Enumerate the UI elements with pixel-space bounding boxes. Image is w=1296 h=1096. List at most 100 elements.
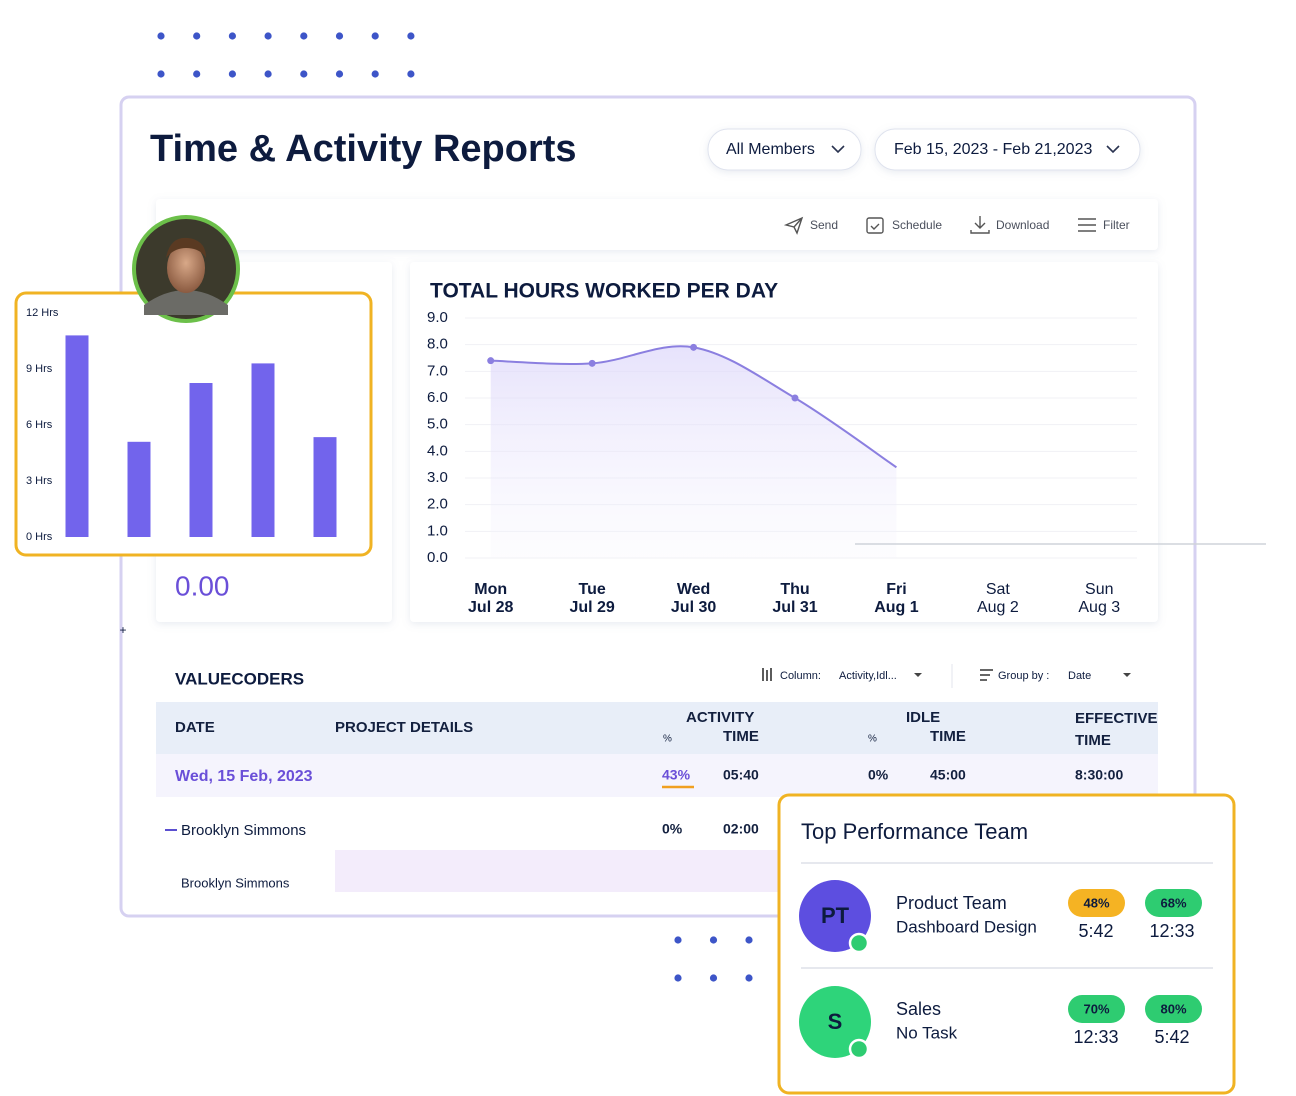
team-initials: PT bbox=[821, 903, 850, 928]
x-tick-date: Jul 30 bbox=[671, 599, 716, 616]
decor-dot bbox=[709, 974, 718, 982]
header-cell: TIME bbox=[1075, 732, 1111, 749]
x-tick-label: Sun bbox=[1085, 581, 1113, 598]
y-tick-label: 6.0 bbox=[427, 389, 448, 406]
bar bbox=[127, 441, 151, 537]
group-label: Group by : bbox=[998, 670, 1049, 682]
decor-dot bbox=[745, 974, 753, 982]
decor-dot bbox=[264, 32, 272, 40]
team-task: Dashboard Design bbox=[896, 917, 1037, 936]
x-tick-label: Wed bbox=[677, 581, 710, 598]
summary-value: 0.00 bbox=[175, 570, 230, 601]
table-title: VALUECODERS bbox=[175, 669, 304, 688]
cell: 0% bbox=[868, 767, 889, 783]
schedule-icon bbox=[870, 223, 880, 230]
decor-dot bbox=[674, 936, 682, 944]
decor-dot bbox=[228, 32, 236, 40]
x-tick-label: Mon bbox=[474, 581, 507, 598]
team-task: No Task bbox=[896, 1023, 958, 1042]
header-cell: TIME bbox=[930, 728, 966, 745]
caret bbox=[914, 673, 922, 677]
group-select[interactable]: Date bbox=[1068, 670, 1091, 682]
y-tick-label: 9 Hrs bbox=[26, 363, 53, 375]
decor-dot bbox=[193, 70, 201, 78]
avatar-shoulders bbox=[144, 290, 228, 315]
toolbar bbox=[156, 199, 1158, 250]
x-tick-label: Thu bbox=[780, 581, 809, 598]
team-name: Product Team bbox=[896, 893, 1007, 913]
status-dot bbox=[848, 932, 870, 954]
send-icon bbox=[783, 216, 804, 235]
cell: 8:30:00 bbox=[1075, 767, 1123, 783]
schedule-button[interactable]: Schedule bbox=[892, 218, 942, 232]
x-tick-date: Jul 31 bbox=[772, 599, 817, 616]
x-tick-date: Aug 1 bbox=[874, 599, 919, 616]
team-initials: S bbox=[828, 1009, 843, 1034]
decor-dots bbox=[157, 32, 753, 982]
date-range: Feb 15, 2023 - Feb 21,2023 bbox=[894, 141, 1092, 158]
bar bbox=[65, 335, 89, 537]
caret bbox=[1123, 673, 1131, 677]
line-point bbox=[791, 394, 799, 402]
page-title: Time & Activity Reports bbox=[150, 128, 577, 170]
pill bbox=[1145, 995, 1202, 1023]
group-icon bbox=[980, 669, 993, 681]
x-tick-date: Aug 3 bbox=[1078, 599, 1120, 616]
date-dropdown[interactable] bbox=[874, 128, 1141, 171]
y-tick-label: 7.0 bbox=[427, 362, 448, 379]
header-cell: ACTIVITY bbox=[686, 709, 754, 726]
pill bbox=[1068, 995, 1125, 1023]
cell: 45:00 bbox=[930, 767, 966, 783]
x-tick-date: Aug 2 bbox=[977, 599, 1019, 616]
y-tick-label: 3.0 bbox=[427, 469, 448, 486]
y-tick-label: 4.0 bbox=[427, 442, 448, 459]
filter-button[interactable]: Filter bbox=[1103, 218, 1130, 232]
y-tick-label: 0 Hrs bbox=[26, 531, 53, 543]
decor-dot bbox=[407, 32, 415, 40]
send-button[interactable]: Send bbox=[810, 218, 838, 232]
pill bbox=[1145, 889, 1202, 917]
x-tick-label: Fri bbox=[886, 581, 906, 598]
y-tick-label: 9.0 bbox=[427, 309, 448, 326]
decor-dot bbox=[745, 936, 753, 944]
team-avatar bbox=[799, 986, 871, 1058]
x-tick-label: Sat bbox=[986, 581, 1011, 598]
status-dot bbox=[848, 1038, 870, 1060]
y-tick-label: 5.0 bbox=[427, 416, 448, 433]
header-cell: % bbox=[868, 734, 877, 745]
schedule-icon bbox=[866, 217, 884, 234]
decor-dot bbox=[371, 32, 379, 40]
y-tick-label: 6 Hrs bbox=[26, 419, 53, 431]
team-name: Sales bbox=[896, 999, 941, 1019]
time: 5:42 bbox=[1154, 1027, 1189, 1047]
x-tick-label: Tue bbox=[579, 581, 606, 598]
pill-text: 80% bbox=[1160, 1001, 1186, 1016]
column-select[interactable]: Activity,Idl... bbox=[839, 670, 897, 682]
members-dropdown[interactable] bbox=[707, 128, 862, 171]
decor-dot bbox=[371, 70, 379, 78]
pill-text: 68% bbox=[1160, 895, 1186, 910]
header-cell: IDLE bbox=[906, 709, 940, 726]
decor-dot bbox=[407, 70, 415, 78]
y-tick-label: 8.0 bbox=[427, 336, 448, 353]
project-bar bbox=[335, 850, 780, 892]
line-point bbox=[690, 343, 698, 351]
cell: 0% bbox=[662, 821, 683, 837]
table-row bbox=[156, 754, 1158, 797]
decor-dot bbox=[193, 32, 201, 40]
member-name: Brooklyn Simmons bbox=[181, 822, 306, 839]
bar bbox=[189, 383, 213, 537]
pill bbox=[1068, 889, 1125, 917]
pill-text: 70% bbox=[1083, 1001, 1109, 1016]
team-list: PT Product Team Dashboard Design 48% 5:42 68%… bbox=[799, 880, 1202, 1060]
download-button[interactable]: Download bbox=[996, 218, 1049, 232]
header-cell: % bbox=[663, 734, 672, 745]
decor-dot bbox=[674, 974, 682, 982]
decor-dot bbox=[157, 32, 165, 40]
member-link[interactable]: Brooklyn Simmons bbox=[181, 875, 290, 890]
time: 12:33 bbox=[1073, 1027, 1118, 1047]
pill-text: 48% bbox=[1083, 895, 1109, 910]
filter-icon bbox=[1078, 218, 1096, 232]
